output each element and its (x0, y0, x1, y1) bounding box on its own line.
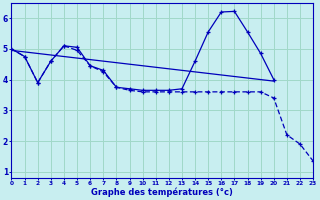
X-axis label: Graphe des températures (°c): Graphe des températures (°c) (92, 188, 233, 197)
